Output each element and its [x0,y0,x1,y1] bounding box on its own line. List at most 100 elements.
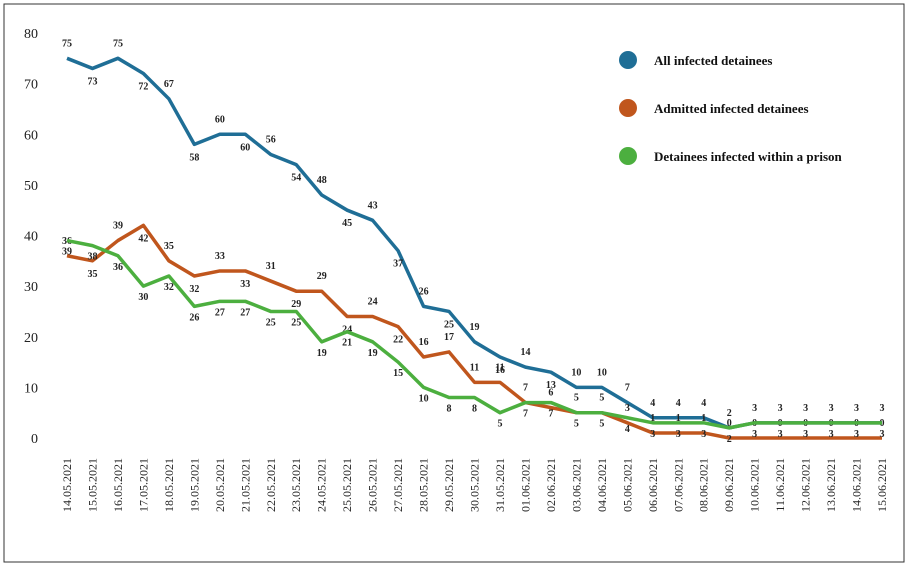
value-label: 3 [854,429,859,440]
value-label: 4 [650,398,655,409]
x-tick-label: 30.05.2021 [468,458,482,512]
value-label: 25 [266,317,276,328]
value-label: 75 [62,38,72,49]
value-label: 17 [444,332,454,343]
value-label: 39 [113,221,123,232]
y-tick-label: 20 [24,331,38,346]
value-label: 54 [291,173,301,184]
legend-marker [619,147,637,165]
value-label: 45 [342,218,352,229]
value-label: 24 [368,297,378,308]
value-label: 3 [778,403,783,414]
value-label: 22 [393,335,403,346]
x-tick-label: 24.05.2021 [315,458,329,512]
x-tick-label: 19.05.2021 [187,458,201,512]
x-tick-label: 14.05.2021 [60,458,74,512]
value-label: 27 [215,307,225,318]
value-label: 3 [829,429,834,440]
y-tick-label: 70 [24,78,38,93]
value-label: 32 [164,282,174,293]
x-tick-label: 23.05.2021 [289,458,303,512]
value-label: 3 [676,429,681,440]
value-label: 27 [240,307,250,318]
value-label: 3 [650,429,655,440]
x-tick-label: 22.05.2021 [264,458,278,512]
value-label: 73 [87,76,97,87]
value-label: 3 [625,403,630,414]
value-label: 7 [523,409,528,420]
value-label: 33 [240,279,250,290]
x-tick-label: 14.06.2021 [850,458,864,512]
x-tick-label: 29.05.2021 [442,458,456,512]
value-label: 7 [625,383,630,394]
value-label: 10 [419,393,429,404]
value-label: 8 [447,404,452,415]
x-tick-label: 07.06.2021 [671,458,685,512]
value-label: 1 [676,413,681,424]
legend-marker [619,99,637,117]
value-label: 32 [189,284,199,295]
value-label: 35 [87,269,97,280]
x-tick-label: 15.06.2021 [875,458,889,512]
line-series [66,223,882,440]
value-label: 14 [520,347,530,358]
value-label: 75 [113,38,123,49]
value-label: 26 [189,312,199,323]
y-tick-label: 0 [31,432,38,447]
x-tick-label: 31.05.2021 [493,458,507,512]
value-label: 25 [444,319,454,330]
value-label: 3 [701,429,706,440]
value-label: 4 [701,398,706,409]
y-tick-label: 60 [24,128,38,143]
legend-label: Detainees infected within a prison [654,149,843,164]
x-tick-label: 13.06.2021 [824,458,838,512]
value-label: 60 [215,114,225,125]
y-tick-label: 10 [24,381,38,396]
value-label: 3 [803,403,808,414]
value-label: 11 [470,362,479,373]
x-tick-label: 16.05.2021 [111,458,125,512]
value-label: 30 [138,292,148,303]
value-label: 37 [393,259,403,270]
value-label: 29 [291,299,301,310]
x-tick-label: 02.06.2021 [544,458,558,512]
value-label: 4 [676,398,681,409]
value-label: 38 [87,252,97,263]
value-label: 19 [317,348,327,359]
x-tick-label: 18.05.2021 [162,458,176,512]
value-label: 10 [571,367,581,378]
x-tick-label: 03.06.2021 [569,458,583,512]
y-tick-label: 50 [24,179,38,194]
x-tick-label: 05.06.2021 [620,458,634,512]
value-label: 48 [317,175,327,186]
value-label: 29 [317,271,327,282]
x-tick-label: 10.06.2021 [748,458,762,512]
value-label: 7 [523,383,528,394]
value-label: 10 [597,367,607,378]
value-label: 5 [599,419,604,430]
value-label: 19 [470,322,480,333]
value-label: 3 [829,403,834,414]
value-label: 21 [342,338,352,349]
value-label: 3 [778,429,783,440]
value-label: 3 [880,429,885,440]
value-label: 0 [727,418,732,429]
value-label: 1 [650,413,655,424]
x-tick-label: 09.06.2021 [722,458,736,512]
value-label: 3 [880,403,885,414]
value-label: 3 [803,429,808,440]
value-label: 25 [291,317,301,328]
value-label: 5 [497,419,502,430]
legend-label: Admitted infected detainees [654,101,809,116]
value-label: 39 [62,247,72,258]
value-label: 13 [546,380,556,391]
value-label: 56 [266,135,276,146]
x-tick-label: 17.05.2021 [136,458,150,512]
value-label: 5 [574,393,579,404]
value-label: 67 [164,79,174,90]
y-tick-label: 30 [24,280,38,295]
value-label: 19 [368,348,378,359]
y-tick-label: 80 [24,27,38,42]
x-tick-label: 27.05.2021 [391,458,405,512]
x-tick-label: 01.06.2021 [518,458,532,512]
